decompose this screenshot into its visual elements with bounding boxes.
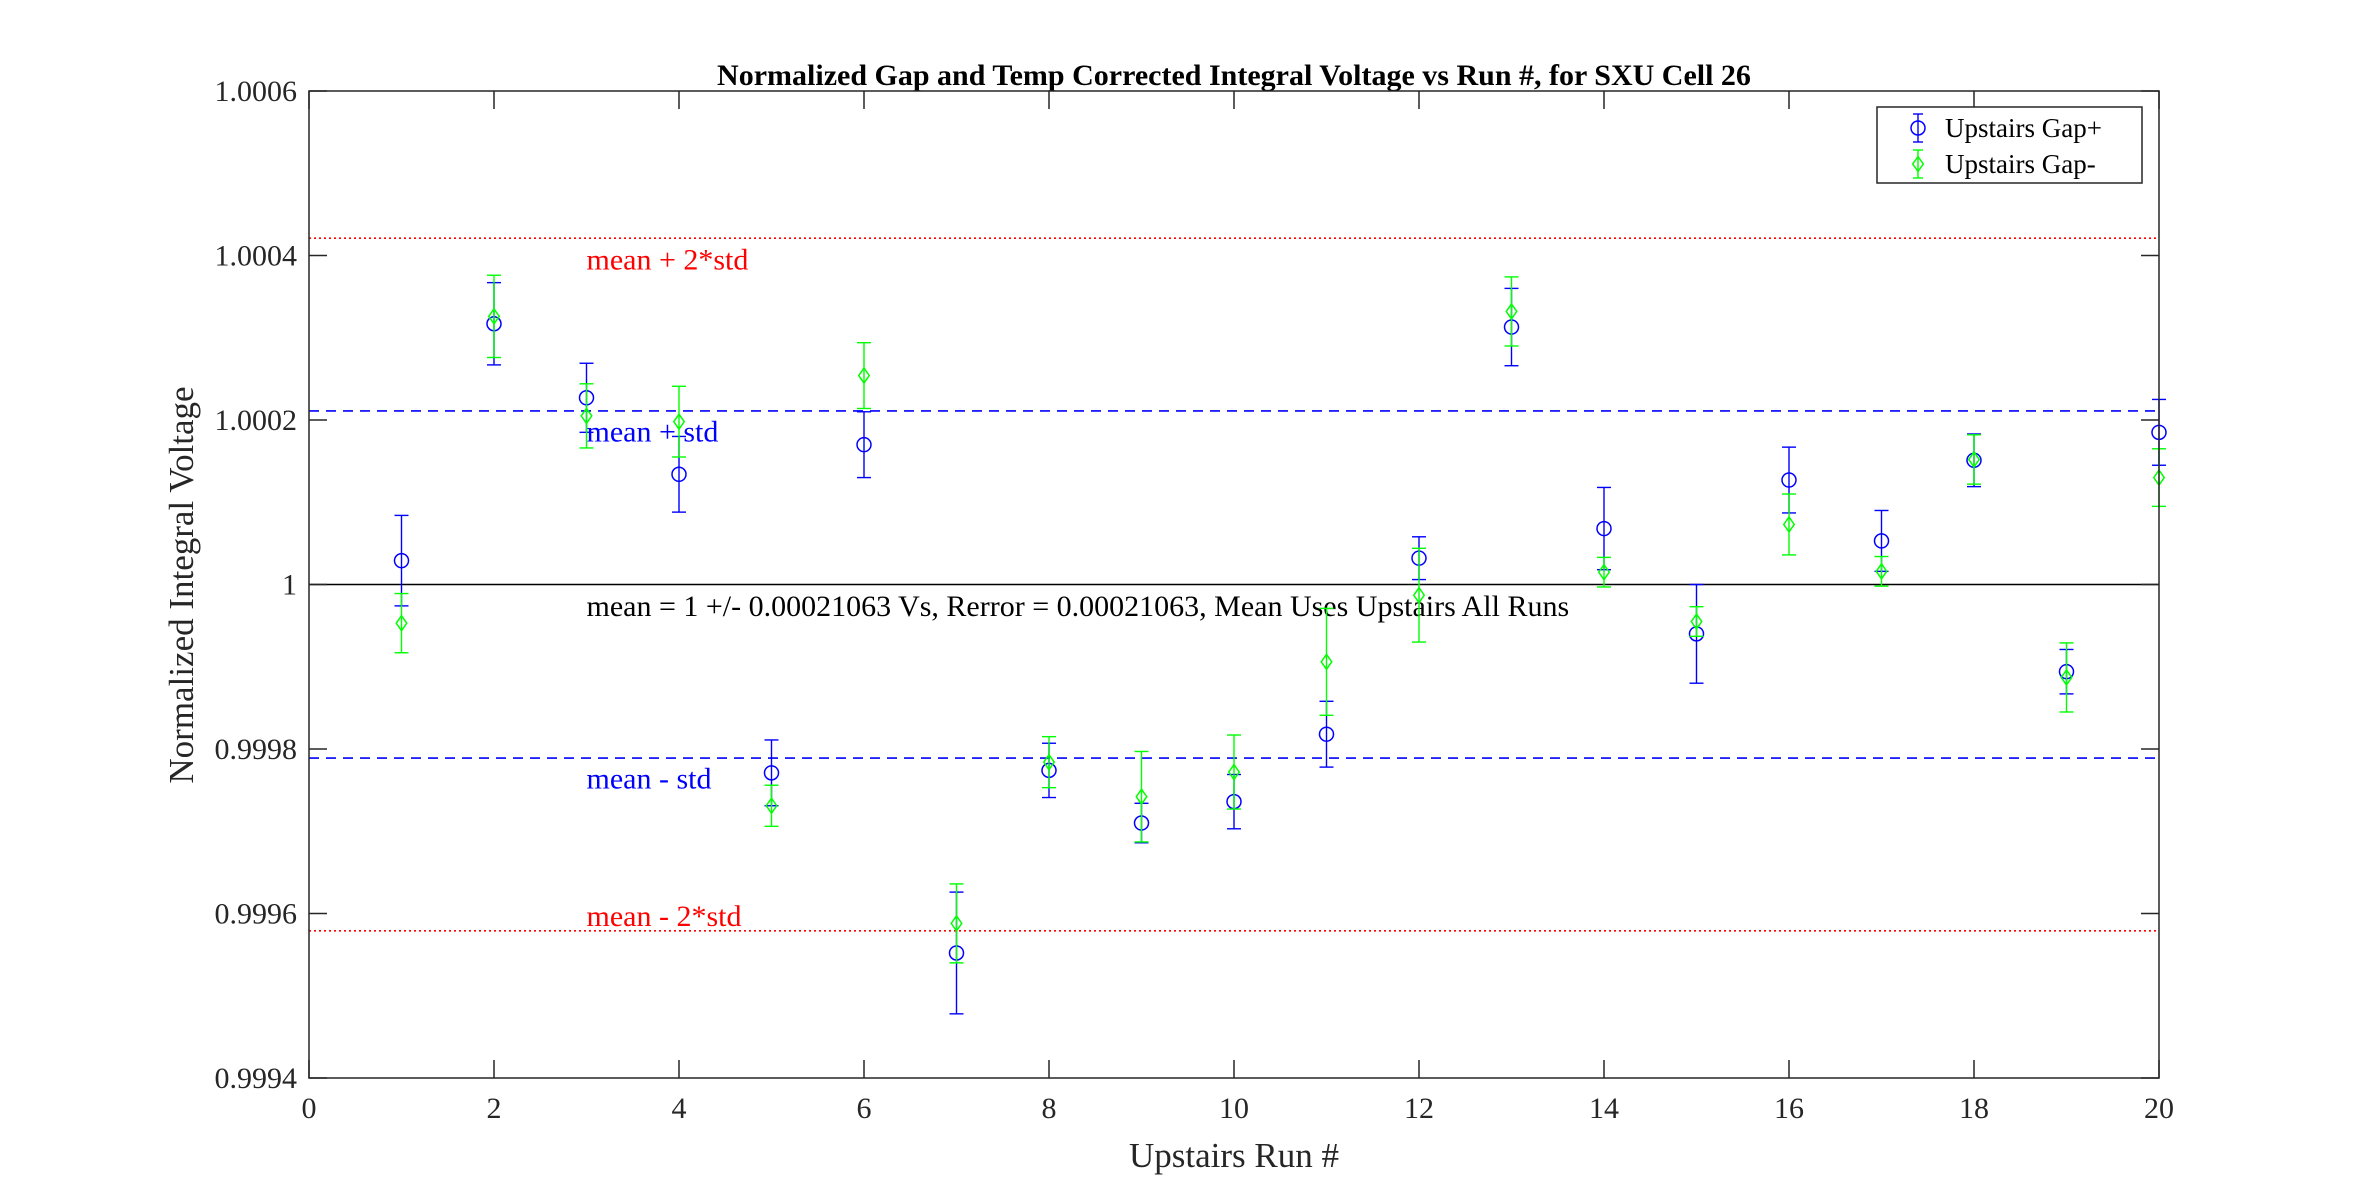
x-tick-label: 6 <box>857 1092 872 1125</box>
data-series <box>393 274 2167 1015</box>
y-tick-label: 1 <box>282 569 297 602</box>
x-axis-ticks: 0 2 4 6 8 10 12 14 16 18 20 <box>302 91 2174 1125</box>
y-tick-label: 1.0002 <box>215 404 298 437</box>
reference-line-label: mean + 2*std <box>587 244 749 277</box>
data-point <box>487 307 501 326</box>
reference-line-label: mean - std <box>587 763 712 796</box>
data-point <box>1782 515 1796 534</box>
y-axis-ticks: 0.9994 0.9996 0.9998 1 1.0002 1.0004 1.0006 <box>215 75 2159 1095</box>
x-axis-label: Upstairs Run # <box>1129 1136 1339 1175</box>
reference-line-label: mean = 1 +/- 0.00021063 Vs, Rerror = 0.0… <box>587 590 1570 623</box>
reference-line-labels: mean + 2*std mean + std mean = 1 +/- 0.000… <box>587 244 1570 933</box>
y-tick-label: 0.9994 <box>215 1062 298 1095</box>
x-tick-label: 8 <box>1042 1092 1057 1125</box>
data-point <box>671 466 687 483</box>
reference-line-label: mean + std <box>587 416 719 449</box>
x-tick-label: 2 <box>487 1092 502 1125</box>
data-point <box>672 412 686 431</box>
y-axis-label: Normalized Integral Voltage <box>162 386 201 783</box>
legend: Upstairs Gap+ Upstairs Gap- <box>1876 106 2143 184</box>
x-tick-label: 12 <box>1404 1092 1434 1125</box>
data-point <box>950 914 963 933</box>
x-tick-label: 10 <box>1219 1092 1249 1125</box>
x-tick-label: 16 <box>1774 1092 1804 1125</box>
data-point <box>1690 612 1703 631</box>
data-point <box>1135 787 1148 806</box>
x-tick-label: 20 <box>2144 1092 2174 1125</box>
legend-marker <box>1911 155 1925 173</box>
data-point <box>763 765 780 781</box>
x-tick-label: 14 <box>1589 1092 1619 1125</box>
data-point <box>1873 533 1890 549</box>
legend-marker <box>1910 120 1926 136</box>
y-tick-label: 0.9998 <box>215 733 298 766</box>
data-point <box>1596 520 1612 537</box>
data-point <box>393 552 410 569</box>
legend-label: Upstairs Gap+ <box>1945 113 2102 143</box>
data-point <box>1505 302 1518 321</box>
data-point <box>1042 753 1056 771</box>
data-point <box>1875 562 1888 581</box>
data-point <box>1318 726 1335 742</box>
y-tick-label: 1.0004 <box>215 240 298 273</box>
x-tick-label: 4 <box>672 1092 687 1125</box>
x-tick-label: 0 <box>302 1092 317 1125</box>
legend-box <box>1876 106 2143 184</box>
data-point <box>856 436 872 453</box>
chart-title: Normalized Gap and Temp Corrected Integr… <box>717 59 1751 92</box>
data-point <box>2060 668 2073 687</box>
data-point <box>1320 653 1333 671</box>
series-2 <box>394 274 2166 964</box>
data-point <box>1597 563 1611 581</box>
data-point <box>765 796 778 815</box>
legend-label: Upstairs Gap- <box>1945 149 2096 179</box>
x-tick-label: 18 <box>1959 1092 1989 1125</box>
y-tick-label: 1.0006 <box>215 75 298 108</box>
data-point <box>1967 450 1981 469</box>
data-point <box>857 366 871 385</box>
reference-line-label: mean - 2*std <box>587 900 742 933</box>
data-point <box>1227 763 1241 781</box>
data-point <box>580 407 593 425</box>
data-point <box>395 614 408 632</box>
data-point <box>1781 472 1797 488</box>
data-point <box>1412 586 1426 605</box>
y-tick-label: 0.9996 <box>215 898 298 931</box>
